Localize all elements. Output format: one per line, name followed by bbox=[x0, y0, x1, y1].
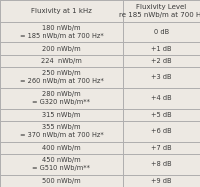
Text: +9 dB: +9 dB bbox=[151, 178, 172, 184]
Bar bbox=[123, 154, 200, 175]
Text: +4 dB: +4 dB bbox=[151, 95, 172, 101]
Bar bbox=[123, 142, 200, 154]
Text: +2 dB: +2 dB bbox=[151, 58, 172, 64]
Text: 0 dB: 0 dB bbox=[154, 29, 169, 35]
Bar bbox=[0, 22, 123, 42]
Text: +3 dB: +3 dB bbox=[151, 74, 172, 80]
Text: 315 nWb/m: 315 nWb/m bbox=[42, 112, 81, 118]
Bar bbox=[123, 88, 200, 109]
Text: 250 nWb/m
= 260 nWb/m at 700 Hz*: 250 nWb/m = 260 nWb/m at 700 Hz* bbox=[20, 70, 103, 84]
Text: 180 nWb/m
= 185 nWb/m at 700 Hz*: 180 nWb/m = 185 nWb/m at 700 Hz* bbox=[20, 25, 103, 39]
Bar bbox=[0, 109, 123, 121]
Bar bbox=[0, 121, 123, 142]
Bar bbox=[123, 175, 200, 187]
Bar bbox=[0, 88, 123, 109]
Text: Fluxivity Level
re 185 nWb/m at 700 Hz: Fluxivity Level re 185 nWb/m at 700 Hz bbox=[119, 4, 200, 18]
Text: 355 nWb/m
= 370 nWb/m at 700 Hz*: 355 nWb/m = 370 nWb/m at 700 Hz* bbox=[20, 124, 103, 138]
Bar bbox=[123, 42, 200, 55]
Bar bbox=[0, 42, 123, 55]
Text: +6 dB: +6 dB bbox=[151, 128, 172, 134]
Text: +7 dB: +7 dB bbox=[151, 145, 172, 151]
Text: 450 nWb/m
= G510 nWb/m**: 450 nWb/m = G510 nWb/m** bbox=[32, 157, 90, 171]
Text: +8 dB: +8 dB bbox=[151, 161, 172, 167]
Bar bbox=[123, 109, 200, 121]
Bar bbox=[123, 0, 200, 22]
Text: +1 dB: +1 dB bbox=[151, 45, 172, 52]
Bar bbox=[0, 67, 123, 88]
Text: Fluxivity at 1 kHz: Fluxivity at 1 kHz bbox=[31, 8, 92, 14]
Bar bbox=[123, 67, 200, 88]
Bar bbox=[123, 55, 200, 67]
Text: +5 dB: +5 dB bbox=[151, 112, 172, 118]
Text: 400 nWb/m: 400 nWb/m bbox=[42, 145, 81, 151]
Bar bbox=[0, 55, 123, 67]
Bar bbox=[0, 0, 123, 22]
Text: 280 nWb/m
= G320 nWb/m**: 280 nWb/m = G320 nWb/m** bbox=[32, 91, 90, 105]
Bar bbox=[123, 22, 200, 42]
Bar bbox=[0, 175, 123, 187]
Text: 224  nWb/m: 224 nWb/m bbox=[41, 58, 82, 64]
Text: 200 nWb/m: 200 nWb/m bbox=[42, 45, 81, 52]
Bar bbox=[0, 154, 123, 175]
Text: 500 nWb/m: 500 nWb/m bbox=[42, 178, 81, 184]
Bar bbox=[0, 142, 123, 154]
Bar bbox=[123, 121, 200, 142]
